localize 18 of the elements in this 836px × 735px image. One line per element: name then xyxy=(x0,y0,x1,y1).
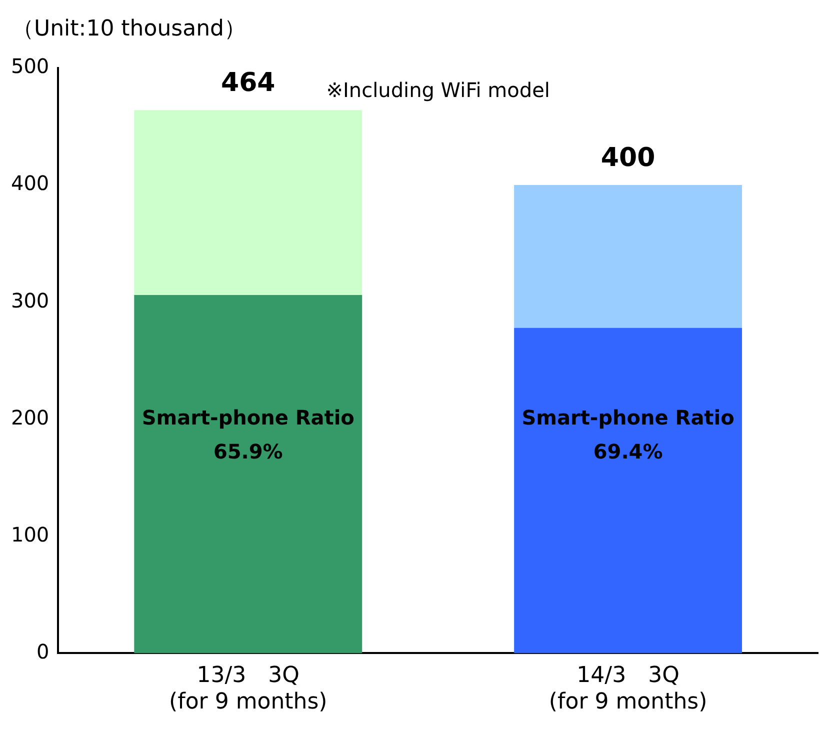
bar xyxy=(514,328,742,654)
y-axis-title: （Unit:10 thousand） xyxy=(12,16,246,42)
annotation: ※Including WiFi model xyxy=(326,78,550,102)
total-label: 464 xyxy=(220,68,276,98)
annotation: Smart-phone Ratio 65.9% xyxy=(142,405,354,464)
y-tick-label: 0 xyxy=(36,639,50,664)
bar xyxy=(514,185,742,328)
y-tick-label: 200 xyxy=(10,405,50,430)
bar xyxy=(134,295,362,654)
x-tick-label: 14/3 3Q (for 9 months) xyxy=(548,663,708,715)
total-label: 400 xyxy=(600,142,656,173)
y-tick-label: 300 xyxy=(10,288,50,312)
y-tick-label: 100 xyxy=(10,522,50,546)
annotation: Smart-phone Ratio 69.4% xyxy=(522,405,734,464)
y-tick-label: 500 xyxy=(10,54,50,78)
x-tick-label: 13/3 3Q (for 9 months) xyxy=(169,663,328,715)
bar xyxy=(134,110,362,296)
y-tick-label: 400 xyxy=(10,171,50,196)
